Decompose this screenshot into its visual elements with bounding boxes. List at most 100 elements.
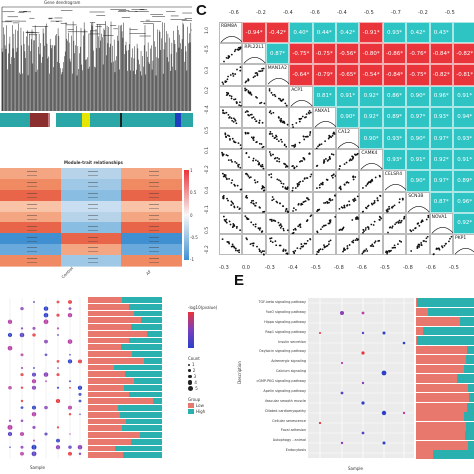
bar-segment-low (88, 391, 130, 398)
scatter-point (274, 240, 277, 243)
corr-scatter-cell (242, 170, 266, 192)
scatter-point (327, 159, 329, 161)
scatter-point (262, 210, 265, 213)
scatter-point (269, 154, 272, 157)
scatter-point (339, 185, 342, 188)
bar-segment-high (427, 307, 474, 317)
pvalue-gradient (188, 312, 194, 348)
corr-top-tick: -0.6 (229, 10, 239, 16)
bar-segment-high (467, 402, 474, 412)
stacked-bar (88, 425, 162, 432)
bar-segment-high (467, 345, 474, 355)
scatter-point (284, 102, 286, 104)
scatter-point (244, 87, 247, 89)
scatter-point (234, 247, 237, 250)
scatter-point (239, 70, 242, 72)
corr-value-cell: -0.75* (312, 43, 336, 65)
corr-value-cell: 0.40* (289, 22, 313, 44)
scatter-point (379, 218, 382, 221)
corr-bottom-tick: 0.0 (242, 265, 250, 271)
module-color-segment (48, 113, 50, 127)
scatter-point (352, 198, 354, 201)
module-color-segment (181, 113, 193, 127)
corr-value-cell: -0.91* (359, 22, 383, 44)
pathway-label: Oxytocin signaling pathway (258, 349, 306, 354)
corr-scatter-cell (265, 212, 290, 234)
count-label: 1 (192, 362, 195, 367)
scatter-point (296, 247, 299, 249)
bar-segment-high (464, 431, 474, 441)
scatter-point (222, 194, 225, 197)
bar-segment-low (88, 357, 144, 364)
corr-left-tick: -0.2 (205, 165, 210, 174)
scatter-point (333, 193, 336, 196)
corr-gene-label: RPL22L1 (244, 45, 264, 51)
scatter-point (262, 250, 264, 253)
scatter-point (222, 215, 225, 218)
scatter-plot (338, 153, 359, 170)
scatter-point (443, 244, 445, 247)
bar-segment-high (139, 432, 162, 438)
bar-segment-high (132, 351, 162, 357)
heatmap-title: Module-trait relationships (64, 160, 123, 165)
corr-scatter-cell (219, 191, 243, 213)
corr-value-cell: 0.90* (406, 170, 430, 192)
scatter-point (325, 200, 328, 203)
scatter-point (228, 178, 230, 181)
scatter-point (237, 165, 240, 168)
corr-value-cell: 0.92* (359, 85, 383, 107)
scatter-point (269, 153, 272, 156)
heatmap-cell (60, 255, 122, 267)
scatter-point (323, 245, 326, 248)
bar-segment-low (88, 371, 125, 378)
stacked-bar (416, 307, 474, 317)
corr-value-cell: 0.90* (359, 128, 383, 150)
scatter-point (308, 109, 311, 112)
scatter-point (398, 219, 401, 222)
scatter-point (343, 248, 345, 250)
scatter-point (362, 187, 365, 190)
scatter-point (334, 175, 336, 178)
scatter-point (354, 154, 357, 157)
heatmap-cell-text (148, 203, 159, 209)
module-color-segment (50, 113, 56, 127)
scatter-point (399, 221, 401, 224)
count-legend-dot (188, 374, 192, 379)
scatter-point (332, 153, 334, 156)
scatter-point (391, 206, 393, 209)
corr-bottom-tick: -0.8 (403, 265, 413, 271)
scatter-point (280, 225, 283, 228)
scatter-point (298, 141, 301, 144)
corr-diagonal-cell: CAMK4 (359, 149, 384, 171)
group-legend-title: Group (188, 397, 201, 403)
corr-scatter-cell (359, 212, 383, 234)
scatter-point (230, 95, 233, 97)
scatter-point (388, 250, 391, 253)
scatter-point (327, 243, 330, 246)
scatter-point (279, 223, 282, 225)
scatter-point (414, 227, 417, 230)
count-label: 4 (194, 380, 197, 385)
scatter-point (299, 226, 302, 228)
scatter-point (396, 243, 399, 246)
scatter-point (343, 184, 346, 186)
corr-bottom-tick: -0.3 (219, 265, 229, 271)
scatter-point (393, 204, 396, 206)
scatter-point (368, 227, 370, 230)
group-label: Low (196, 403, 204, 409)
scatter-point (258, 248, 261, 251)
scatter-point (236, 249, 239, 252)
scatter-point (263, 145, 265, 148)
heatmap-cell-text (148, 171, 159, 177)
scatter-point (225, 154, 228, 157)
scatter-point (234, 48, 237, 51)
density-line (454, 247, 474, 255)
corr-value-cell: 0.93* (429, 106, 453, 128)
bar-segment-low (416, 298, 418, 307)
scatter-point (327, 240, 330, 243)
heatmap-cell-text (87, 258, 98, 264)
corr-value-cell: 0.93* (382, 22, 407, 44)
bar-segment-low (88, 337, 129, 344)
scatter-point (239, 46, 242, 49)
bar-segment-low (416, 393, 470, 402)
